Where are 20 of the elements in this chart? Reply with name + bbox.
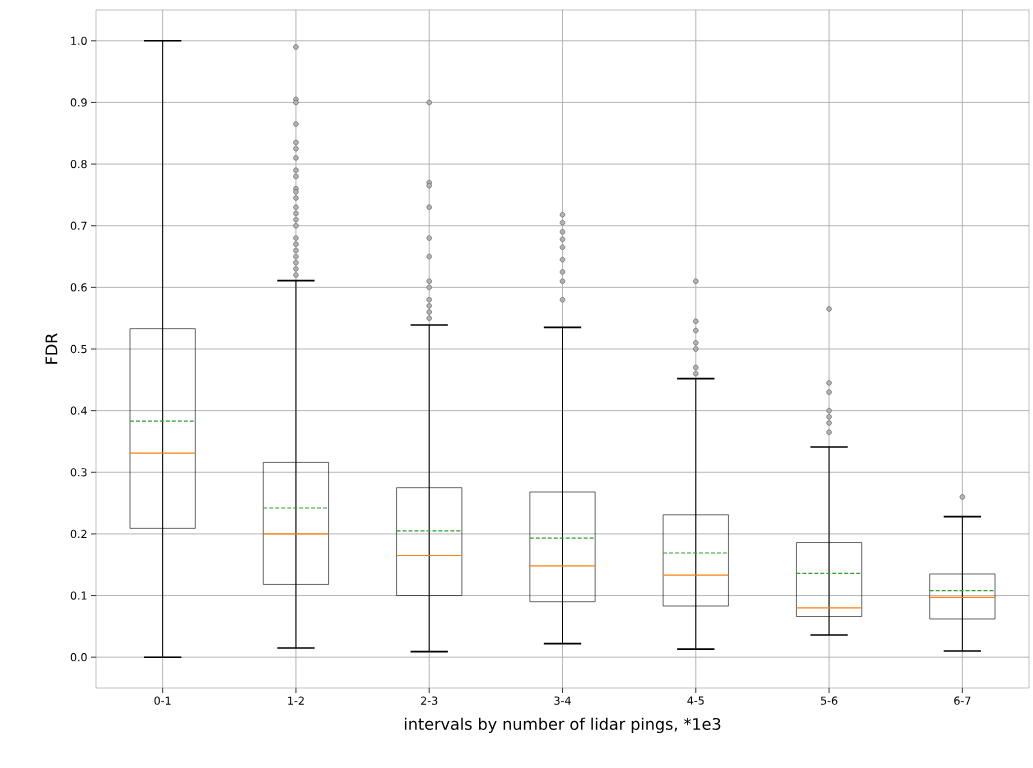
y-tick-label: 0.1 [70, 591, 87, 600]
y-tick-label: 0.7 [70, 221, 87, 230]
y-tick-label: 0.6 [70, 283, 87, 292]
y-tick-label: 0.5 [70, 344, 87, 354]
y-axis-title: FDR [45, 333, 58, 364]
y-tick-label: 0.9 [70, 98, 87, 107]
x-tick-label: 3-4 [554, 696, 571, 705]
x-tick-label: 0-1 [154, 696, 171, 705]
y-tick-label: 1.0 [71, 36, 87, 45]
x-tick-label: 5-6 [820, 696, 838, 705]
x-tick-label: 1-2 [288, 696, 304, 705]
y-tick-label: 0.4 [70, 406, 87, 415]
y-tick-label: 0.0 [70, 653, 87, 662]
y-tick-label: 0.3 [70, 468, 87, 477]
y-tick-label: 0.2 [70, 529, 87, 539]
x-tick-label: 2-3 [421, 696, 438, 705]
x-tick-label: 6-7 [954, 696, 971, 705]
y-tick-label: 0.8 [70, 159, 87, 169]
x-tick-label: 4-5 [687, 696, 704, 705]
x-axis-title: intervals by number of lidar pings, *1e3 [404, 717, 721, 734]
